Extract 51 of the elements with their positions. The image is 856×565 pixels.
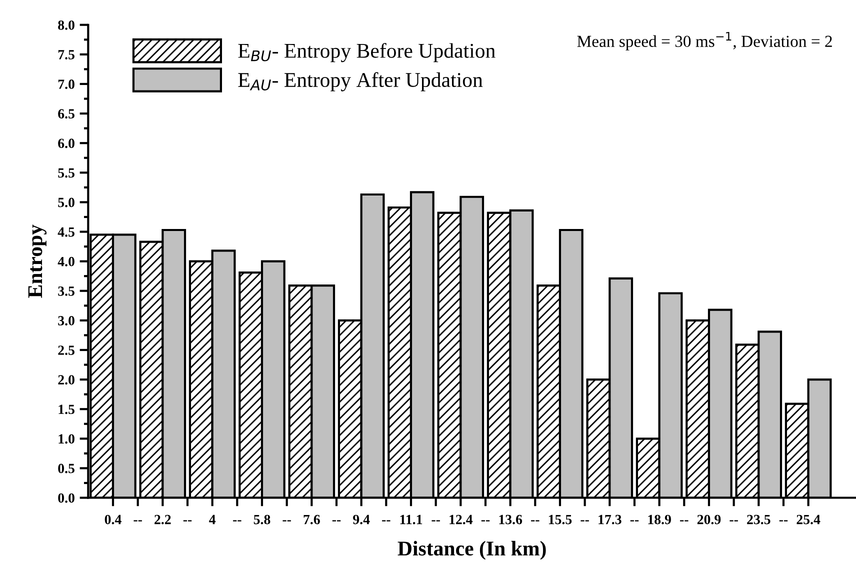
x-tick-label: 0.4 [104,514,122,524]
y-tick-label: 1.0 [58,434,74,444]
y-tick-label: 7.0 [58,80,74,89]
text: -- [730,520,738,522]
text: -- [134,520,142,522]
text: -- [531,520,540,522]
text: -- [332,520,341,522]
x-tick-label: 4 [209,514,216,524]
x-tick-label: 5.8 [254,514,270,524]
text: -- [779,520,788,522]
x-tick-label: 9.4 [353,514,370,524]
annotation: Mean speed = 30 ms$^{−1}$, Deviation = 2 [577,32,832,50]
text: -- [183,520,192,522]
y-tick-label: 6.0 [58,138,74,148]
x-tick-label: 13.6 [499,514,522,524]
text: -- [382,520,390,522]
x-tick-label: 20.9 [697,514,721,524]
x-tick-label: 15.5 [548,514,572,524]
text: -- [432,520,440,522]
y-tick-label: 0.0 [58,493,74,503]
x-tick-label: 12.4 [450,514,473,524]
y-tick-label: 3.5 [58,286,74,296]
x-tick-label: 2.2 [154,514,171,524]
legend-label: E$_{AU}$- Entropy After Updation [238,72,483,92]
legend-label: E$_{BU}$- Entropy Before Updation [238,42,496,62]
x-axis-title: Distance (In km) [398,540,546,560]
y-tick-label: 5.0 [58,198,74,208]
x-tick-label: 17.3 [598,514,622,524]
y-tick-label: 8.0 [58,20,74,30]
y-tick-label: 3.0 [58,316,74,326]
y-tick-label: 2.0 [58,375,74,385]
y-tick-label: 1.5 [58,404,74,414]
text: -- [680,520,688,522]
y-tick-label: 4.0 [58,256,74,266]
x-tick-label: 18.9 [648,514,671,524]
text: -- [580,520,589,522]
x-tick-label: 25.4 [796,514,820,524]
y-tick-label: 7.5 [58,50,74,60]
y-tick-label: 6.5 [58,109,74,119]
y-axis-title: Entropy [28,224,46,298]
x-tick-label: 7.6 [304,514,320,524]
y-tick-label: 5.5 [58,168,74,178]
text: -- [630,520,639,522]
text: -- [481,520,490,522]
y-tick-label: 2.5 [58,346,74,355]
x-tick-label: 11.1 [400,514,422,524]
y-tick-label: 4.5 [58,227,74,237]
text: -- [233,520,242,522]
text: -- [282,520,291,522]
y-tick-label: 0.5 [58,464,74,474]
x-tick-label: 23.5 [747,514,770,524]
